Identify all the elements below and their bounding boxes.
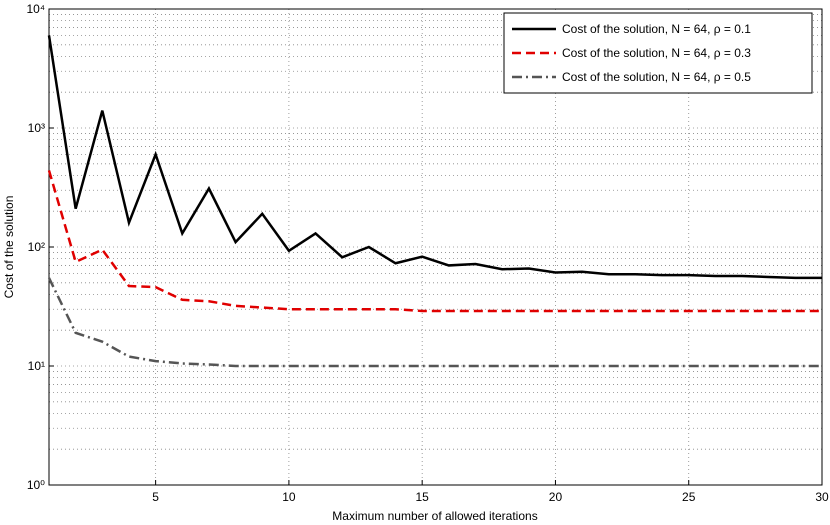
x-axis-label: Maximum number of allowed iterations xyxy=(332,509,537,523)
legend-label: Cost of the solution, N = 64, ρ = 0.3 xyxy=(562,46,751,60)
y-tick-label: 10¹ xyxy=(28,359,45,373)
y-axis-label: Cost of the solution xyxy=(2,196,16,299)
legend-label: Cost of the solution, N = 64, ρ = 0.5 xyxy=(562,70,751,84)
x-tick-label: 25 xyxy=(682,490,696,504)
series-line xyxy=(47,170,822,313)
x-tick-label: 10 xyxy=(282,490,296,504)
plot-frame xyxy=(48,8,823,486)
series-line xyxy=(47,35,822,280)
x-tick-label: 30 xyxy=(815,490,829,504)
y-tick-label: 10⁴ xyxy=(26,2,45,16)
y-tick-label: 10⁰ xyxy=(27,478,45,492)
legend-label: Cost of the solution, N = 64, ρ = 0.1 xyxy=(562,22,751,36)
x-tick-label: 20 xyxy=(549,490,563,504)
series-line xyxy=(47,277,822,368)
x-tick-label: 5 xyxy=(152,490,159,504)
y-tick-label: 10² xyxy=(28,240,45,254)
x-tick-label: 15 xyxy=(415,490,429,504)
y-tick-label: 10³ xyxy=(28,121,45,135)
